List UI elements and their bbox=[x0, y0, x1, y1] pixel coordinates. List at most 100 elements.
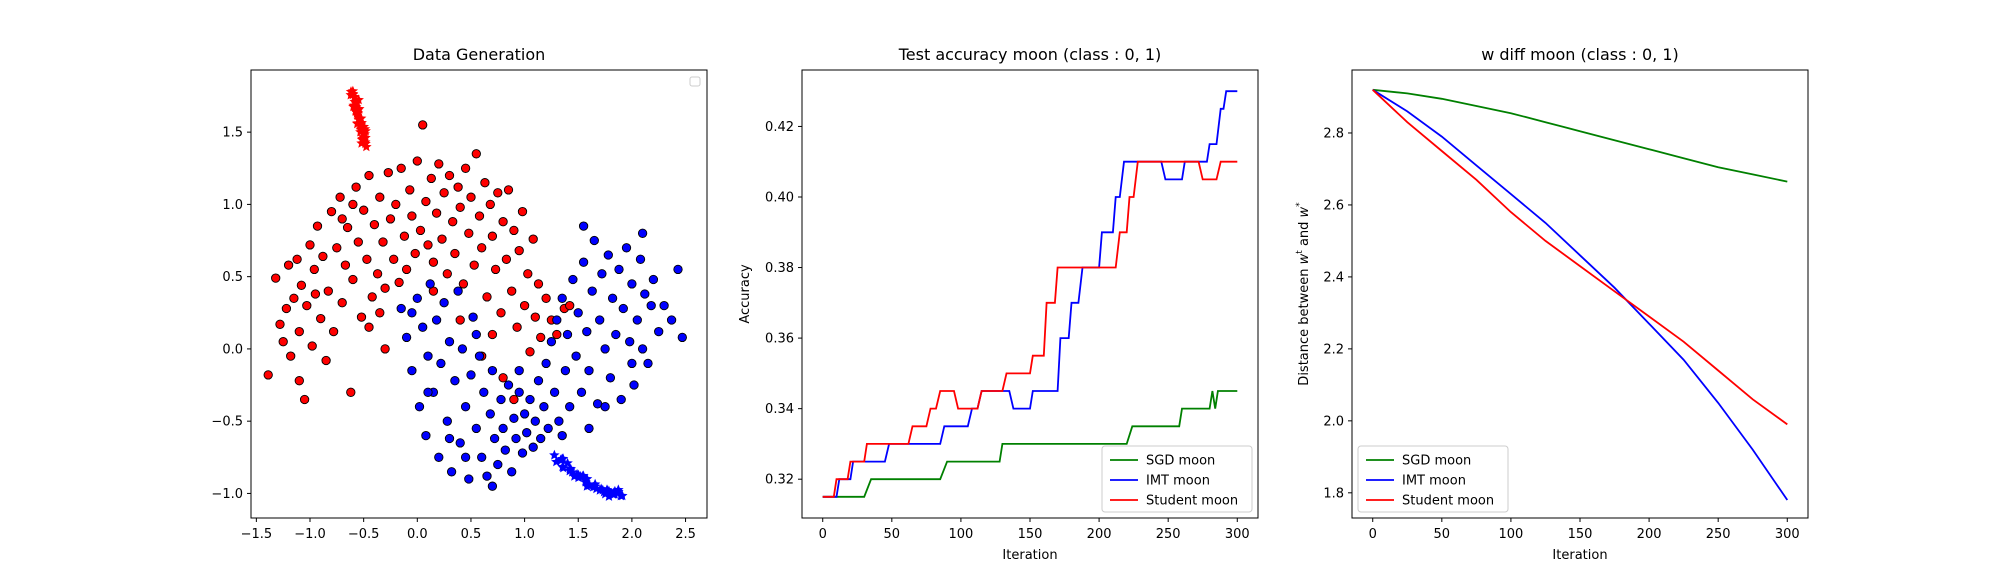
blue-point bbox=[425, 279, 435, 289]
red-point bbox=[480, 178, 490, 188]
red-point bbox=[474, 211, 485, 221]
red-point bbox=[332, 243, 342, 253]
blue-point bbox=[589, 235, 599, 246]
red-point bbox=[509, 394, 519, 405]
y-tick-label: 2.6 bbox=[1323, 198, 1344, 213]
red-point bbox=[418, 120, 428, 130]
chart-title: Test accuracy moon (class : 0, 1) bbox=[898, 45, 1162, 64]
red-point bbox=[294, 326, 304, 337]
red-point bbox=[514, 245, 524, 256]
red-point bbox=[415, 225, 426, 236]
blue-point bbox=[603, 250, 613, 260]
legend: SGD moon IMT moon Student moon bbox=[1357, 445, 1509, 513]
red-point bbox=[469, 260, 479, 270]
accuracy-panel: Test accuracy moon (class : 0, 1) 0 50 100… bbox=[738, 45, 1259, 563]
x-tick-label: 2.5 bbox=[675, 527, 696, 542]
red-point bbox=[519, 300, 530, 311]
red-star-point bbox=[360, 136, 371, 147]
blue-star-point bbox=[617, 490, 628, 501]
chart-title: Data Generation bbox=[413, 45, 546, 64]
red-point bbox=[512, 322, 522, 332]
x-tick-label: 0.0 bbox=[407, 527, 428, 542]
blue-point bbox=[632, 315, 642, 325]
blue-point bbox=[659, 300, 669, 311]
x-tick-label: 300 bbox=[1775, 527, 1800, 542]
legend: SGD moon IMT moon Student moon bbox=[1101, 445, 1253, 513]
blue-point bbox=[557, 293, 567, 303]
blue-point bbox=[618, 303, 628, 314]
blue-point bbox=[536, 433, 546, 444]
blue-point bbox=[552, 315, 562, 325]
red-point bbox=[372, 269, 383, 279]
blue-point bbox=[646, 300, 656, 311]
red-point bbox=[439, 188, 449, 198]
blue-point bbox=[431, 315, 442, 325]
y-axis: −1.0 −0.5 0.0 0.5 1.0 1.5 bbox=[211, 126, 251, 502]
blue-point bbox=[423, 387, 433, 397]
red-point bbox=[458, 279, 469, 289]
red-point bbox=[464, 228, 474, 238]
y-tick-label: 2.2 bbox=[1323, 342, 1344, 357]
red-point bbox=[289, 293, 299, 303]
red-point bbox=[507, 286, 517, 296]
blue-point bbox=[519, 409, 530, 419]
red-point bbox=[292, 254, 302, 264]
blue-point bbox=[627, 358, 637, 369]
blue-point bbox=[530, 416, 540, 426]
legend-label: IMT moon bbox=[1402, 474, 1466, 489]
blue-point bbox=[582, 326, 592, 337]
red-star-point bbox=[349, 99, 361, 110]
blue-point bbox=[554, 416, 564, 426]
red-point bbox=[496, 308, 506, 318]
blue-point bbox=[549, 387, 560, 397]
red-point bbox=[407, 211, 417, 221]
blue-point bbox=[444, 433, 455, 444]
legend-box bbox=[1357, 445, 1509, 513]
red-point bbox=[437, 234, 447, 244]
empty-legend-box bbox=[689, 76, 701, 87]
blue-star-point bbox=[596, 483, 607, 494]
red-point bbox=[412, 156, 422, 166]
blue-point bbox=[496, 394, 506, 405]
blue-point bbox=[514, 365, 524, 376]
legend-label: SGD moon bbox=[1402, 454, 1471, 469]
wdiff-panel: w diff moon (class : 0, 1) 0 50 100 150 200 2… bbox=[1295, 45, 1809, 563]
x-tick-label: 50 bbox=[1434, 527, 1451, 542]
y-tick-label: 0.5 bbox=[222, 270, 243, 285]
x-axis-label: Iteration bbox=[1002, 548, 1057, 563]
blue-point bbox=[637, 344, 648, 354]
x-tick-label: −1.0 bbox=[294, 527, 326, 542]
red-point bbox=[503, 185, 514, 195]
blue-point bbox=[677, 332, 687, 343]
blue-point bbox=[578, 257, 589, 267]
red-point bbox=[323, 286, 333, 296]
red-point bbox=[421, 196, 431, 207]
blue-point bbox=[460, 452, 471, 462]
blue-point bbox=[576, 387, 587, 397]
blue-point bbox=[493, 459, 503, 470]
blue-point bbox=[635, 254, 646, 264]
y-tick-label: 0.0 bbox=[222, 342, 243, 357]
red-point bbox=[348, 274, 358, 285]
red-point bbox=[337, 298, 347, 308]
y-tick-label: 2.4 bbox=[1323, 270, 1344, 285]
legend-label: Student moon bbox=[1402, 494, 1494, 509]
red-point bbox=[337, 214, 347, 224]
blue-point bbox=[517, 448, 528, 458]
blue-point bbox=[423, 351, 433, 361]
red-point bbox=[305, 240, 315, 250]
blue-point bbox=[565, 402, 575, 412]
axes-frame bbox=[250, 69, 708, 519]
red-point bbox=[328, 326, 339, 337]
blue-point bbox=[507, 467, 517, 477]
x-tick-label: 150 bbox=[1018, 527, 1043, 542]
blue-point bbox=[643, 358, 653, 369]
x-tick-label: 1.0 bbox=[514, 527, 535, 542]
red-point bbox=[455, 202, 465, 212]
chart-title: w diff moon (class : 0, 1) bbox=[1481, 45, 1679, 64]
blue-point bbox=[654, 326, 664, 337]
red-point bbox=[410, 248, 420, 259]
red-point bbox=[523, 269, 533, 279]
y-tick-label: −1.0 bbox=[211, 487, 243, 502]
red-point bbox=[394, 277, 404, 288]
